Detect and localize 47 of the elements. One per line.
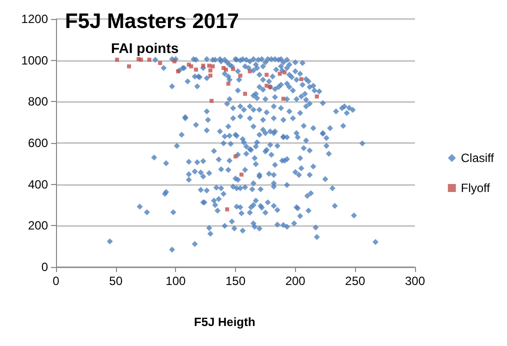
y-axis-title: FAI points bbox=[111, 40, 179, 56]
x-tick-label: 0 bbox=[52, 274, 60, 288]
point bbox=[194, 68, 198, 72]
point bbox=[248, 69, 252, 74]
point bbox=[189, 64, 194, 68]
x-tick-label: 100 bbox=[166, 274, 186, 288]
x-axis-title: F5J Heigth bbox=[194, 315, 256, 329]
point bbox=[264, 72, 269, 77]
point bbox=[314, 94, 319, 98]
y-tick-label: 600 bbox=[28, 136, 48, 150]
x-tick-label: 200 bbox=[285, 274, 306, 288]
y-tick-label: 1200 bbox=[21, 12, 48, 26]
point bbox=[238, 74, 242, 78]
point bbox=[201, 64, 206, 68]
point bbox=[243, 92, 248, 96]
x-tick-label: 50 bbox=[109, 274, 123, 288]
y-tick-label: 800 bbox=[28, 94, 48, 109]
point bbox=[226, 82, 230, 86]
point bbox=[225, 207, 230, 212]
x-tick-label: 150 bbox=[225, 274, 246, 288]
point bbox=[239, 172, 244, 177]
point bbox=[126, 64, 131, 68]
point bbox=[278, 72, 282, 76]
x-tick-label: 250 bbox=[345, 274, 366, 288]
point bbox=[299, 77, 304, 82]
legend-label: Clasiff bbox=[460, 151, 495, 165]
y-tick-label: 200 bbox=[28, 218, 48, 233]
point bbox=[210, 98, 214, 103]
point bbox=[281, 96, 286, 101]
y-tick-label: 1000 bbox=[21, 53, 48, 68]
y-tick-label: 0 bbox=[41, 260, 48, 274]
y-tick-label: 400 bbox=[28, 177, 48, 192]
point bbox=[208, 68, 212, 72]
point bbox=[231, 67, 236, 72]
point bbox=[158, 61, 162, 66]
point bbox=[147, 58, 152, 62]
chart-title: F5J Masters 2017 bbox=[65, 10, 239, 33]
point bbox=[264, 84, 269, 88]
point bbox=[115, 58, 120, 62]
point bbox=[234, 154, 238, 158]
point bbox=[172, 59, 176, 64]
point bbox=[282, 70, 287, 74]
point bbox=[207, 64, 212, 68]
x-tick-label: 300 bbox=[404, 274, 426, 288]
point bbox=[208, 74, 212, 78]
point bbox=[210, 64, 215, 68]
legend-label: Flyoff bbox=[460, 181, 491, 195]
